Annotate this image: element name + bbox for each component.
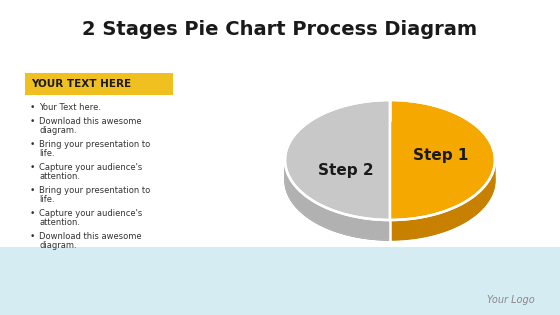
Polygon shape [390, 100, 495, 220]
Ellipse shape [285, 120, 495, 240]
Text: Your Logo: Your Logo [487, 295, 535, 305]
FancyBboxPatch shape [0, 247, 560, 315]
Text: Step 2: Step 2 [318, 163, 374, 178]
Text: Capture your audience's: Capture your audience's [39, 209, 142, 218]
Text: •: • [30, 209, 35, 218]
Text: Capture your audience's: Capture your audience's [39, 163, 142, 172]
Polygon shape [390, 160, 495, 240]
Polygon shape [285, 160, 390, 240]
Text: Download this awesome: Download this awesome [39, 117, 142, 126]
FancyBboxPatch shape [25, 73, 173, 95]
Text: Bring your presentation to: Bring your presentation to [39, 140, 150, 149]
Text: •: • [30, 103, 35, 112]
Text: •: • [30, 232, 35, 241]
Text: •: • [30, 186, 35, 195]
Text: life.: life. [39, 195, 55, 204]
Polygon shape [285, 100, 390, 240]
Text: attention.: attention. [39, 218, 80, 227]
Text: Step 1: Step 1 [413, 148, 468, 163]
Text: life.: life. [39, 149, 55, 158]
Text: Download this awesome: Download this awesome [39, 232, 142, 241]
Text: attention.: attention. [39, 172, 80, 181]
Text: 2 Stages Pie Chart Process Diagram: 2 Stages Pie Chart Process Diagram [82, 20, 478, 39]
Text: •: • [30, 117, 35, 126]
Text: •: • [30, 140, 35, 149]
Text: YOUR TEXT HERE: YOUR TEXT HERE [31, 79, 131, 89]
Text: diagram.: diagram. [39, 241, 77, 250]
Text: •: • [30, 163, 35, 172]
Text: Your Text here.: Your Text here. [39, 103, 101, 112]
Text: Bring your presentation to: Bring your presentation to [39, 186, 150, 195]
Text: diagram.: diagram. [39, 126, 77, 135]
Polygon shape [285, 100, 390, 220]
